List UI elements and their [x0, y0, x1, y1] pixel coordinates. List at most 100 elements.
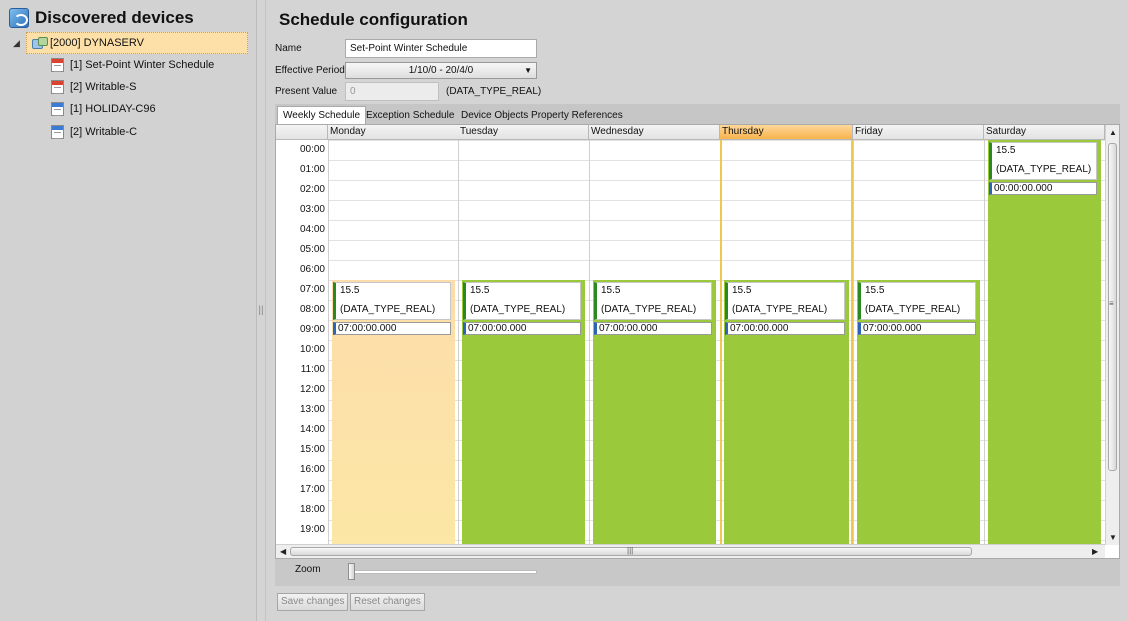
tree-item-label: [1] Set-Point Winter Schedule — [70, 59, 215, 71]
event-start-time[interactable]: 00:00:00.000 — [989, 182, 1097, 195]
time-label: 10:00 — [299, 344, 325, 355]
hour-gridline — [328, 500, 1105, 501]
horizontal-scroll-thumb[interactable]: ||| — [290, 546, 972, 556]
page-title: Schedule configuration — [279, 10, 468, 29]
hour-gridline — [328, 480, 1105, 481]
schedule-calendar-icon — [51, 58, 64, 72]
event-value: 15.5 — [340, 285, 360, 296]
scroll-right-arrow-icon[interactable]: ▶ — [1092, 547, 1099, 556]
day-header-thursday[interactable]: Thursday — [720, 125, 853, 140]
calendar-grid[interactable]: 00:00 01:00 02:00 03:00 04:00 05:00 06:00 07:00… — [276, 125, 1105, 545]
name-input[interactable]: Set-Point Winter Schedule — [345, 39, 537, 58]
time-label: 09:00 — [299, 324, 325, 335]
devices-header: Discovered devices — [9, 7, 194, 29]
time-label: 06:00 — [299, 264, 325, 275]
day-header-friday[interactable]: Friday — [853, 125, 984, 140]
hour-gridline — [328, 520, 1105, 521]
event-card[interactable]: 15.5 (DATA_TYPE_REAL) — [989, 142, 1097, 180]
hour-gridline — [328, 180, 1105, 181]
day-column-separator — [328, 140, 329, 545]
hour-gridline — [328, 460, 1105, 461]
event-start-time[interactable]: 07:00:00.000 — [333, 322, 451, 335]
time-label: 11:00 — [300, 364, 325, 375]
event-card[interactable]: 15.5 (DATA_TYPE_REAL) — [725, 282, 845, 320]
time-label: 03:00 — [299, 204, 325, 215]
day-header-tuesday[interactable]: Tuesday — [458, 125, 589, 140]
event-start-time[interactable]: 07:00:00.000 — [594, 322, 712, 335]
hour-gridline — [328, 300, 1105, 301]
scroll-up-arrow-icon[interactable]: ▲ — [1109, 128, 1117, 137]
vertical-scrollbar[interactable]: ▲ ≡ ▼ — [1105, 125, 1119, 545]
save-changes-button[interactable]: Save changes — [277, 593, 349, 611]
hour-gridline — [328, 440, 1105, 441]
reset-changes-button[interactable]: Reset changes — [350, 593, 425, 611]
hour-gridline — [328, 160, 1105, 161]
present-value-label: Present Value — [275, 86, 338, 97]
day-column-separator — [589, 140, 590, 545]
event-card[interactable]: 15.5 (DATA_TYPE_REAL) — [333, 282, 451, 320]
tree-item-schedule-2[interactable]: [2] Writable-S — [51, 78, 136, 96]
tree-item-device-root[interactable]: [2000] DYNASERV — [26, 32, 248, 54]
event-block-saturday[interactable] — [988, 140, 1101, 545]
event-value: 15.5 — [865, 285, 885, 296]
hour-gridline — [328, 420, 1105, 421]
time-label: 15:00 — [299, 444, 325, 455]
tree-item-calendar-1[interactable]: [1] HOLIDAY-C96 — [51, 100, 156, 118]
day-header-wednesday[interactable]: Wednesday — [589, 125, 720, 140]
day-header-saturday[interactable]: Saturday — [984, 125, 1105, 140]
refresh-devices-icon[interactable] — [9, 8, 29, 28]
tab-bar: Weekly Schedule Exception Schedule Devic… — [275, 104, 1120, 124]
grip-icon: ≡ — [1109, 299, 1114, 308]
vertical-scroll-thumb[interactable]: ≡ — [1108, 143, 1117, 471]
today-column-border — [720, 140, 853, 545]
event-value: 15.5 — [601, 285, 621, 296]
panel-splitter-handle[interactable]: || — [258, 305, 264, 316]
hour-gridline — [328, 280, 1105, 281]
time-label: 14:00 — [299, 424, 325, 435]
event-type: (DATA_TYPE_REAL) — [732, 304, 828, 315]
tree-item-schedule-1[interactable]: [1] Set-Point Winter Schedule — [51, 56, 214, 74]
hour-gridline — [328, 220, 1105, 221]
event-card[interactable]: 15.5 (DATA_TYPE_REAL) — [858, 282, 976, 320]
event-start-time[interactable]: 07:00:00.000 — [725, 322, 845, 335]
time-label: 07:00 — [299, 284, 325, 295]
event-type: (DATA_TYPE_REAL) — [865, 304, 961, 315]
holiday-calendar-icon — [51, 102, 64, 116]
hour-gridline — [328, 200, 1105, 201]
zoom-slider-track[interactable] — [352, 570, 537, 574]
day-header-monday[interactable]: Monday — [328, 125, 459, 140]
hour-gridline — [328, 340, 1105, 341]
tree-item-label: [1] HOLIDAY-C96 — [70, 103, 156, 115]
present-value-input[interactable]: 0 — [345, 82, 439, 101]
hour-gridline — [328, 380, 1105, 381]
tab-exception-schedule[interactable]: Exception Schedule — [366, 110, 455, 121]
event-type: (DATA_TYPE_REAL) — [996, 164, 1092, 175]
event-start-time[interactable]: 07:00:00.000 — [463, 322, 581, 335]
devices-title: Discovered devices — [35, 8, 194, 27]
time-label: 17:00 — [299, 484, 325, 495]
zoom-slider-thumb[interactable] — [348, 563, 355, 580]
scroll-left-arrow-icon[interactable]: ◀ — [280, 547, 287, 556]
tree-item-calendar-2[interactable]: [2] Writable-C — [51, 123, 137, 141]
event-type: (DATA_TYPE_REAL) — [470, 304, 566, 315]
scroll-down-arrow-icon[interactable]: ▼ — [1109, 533, 1117, 542]
day-column-separator — [458, 140, 459, 545]
time-label: 18:00 — [299, 504, 325, 515]
time-label: 19:00 — [299, 524, 325, 535]
event-start-time[interactable]: 07:00:00.000 — [858, 322, 976, 335]
horizontal-scrollbar[interactable]: ◀ ||| ▶ — [276, 544, 1105, 558]
effective-period-value: 1/10/0 - 20/4/0 — [408, 65, 474, 76]
event-card[interactable]: 15.5 (DATA_TYPE_REAL) — [594, 282, 712, 320]
time-label: 12:00 — [299, 384, 325, 395]
tab-device-object-references[interactable]: Device Objects Property References — [461, 110, 623, 121]
event-card[interactable]: 15.5 (DATA_TYPE_REAL) — [463, 282, 581, 320]
event-value: 15.5 — [470, 285, 490, 296]
effective-period-select[interactable]: 1/10/0 - 20/4/0 ▼ — [345, 62, 537, 79]
schedule-panel: Schedule configuration Name Set-Point Wi… — [265, 0, 1127, 621]
tree-item-label: [2] Writable-S — [70, 81, 137, 93]
network-device-icon — [32, 37, 48, 49]
collapse-triangle-icon[interactable]: ◢ — [13, 38, 20, 48]
time-label: 02:00 — [299, 184, 325, 195]
grip-icon: ||| — [627, 546, 634, 555]
tab-weekly-schedule[interactable]: Weekly Schedule — [277, 106, 367, 124]
